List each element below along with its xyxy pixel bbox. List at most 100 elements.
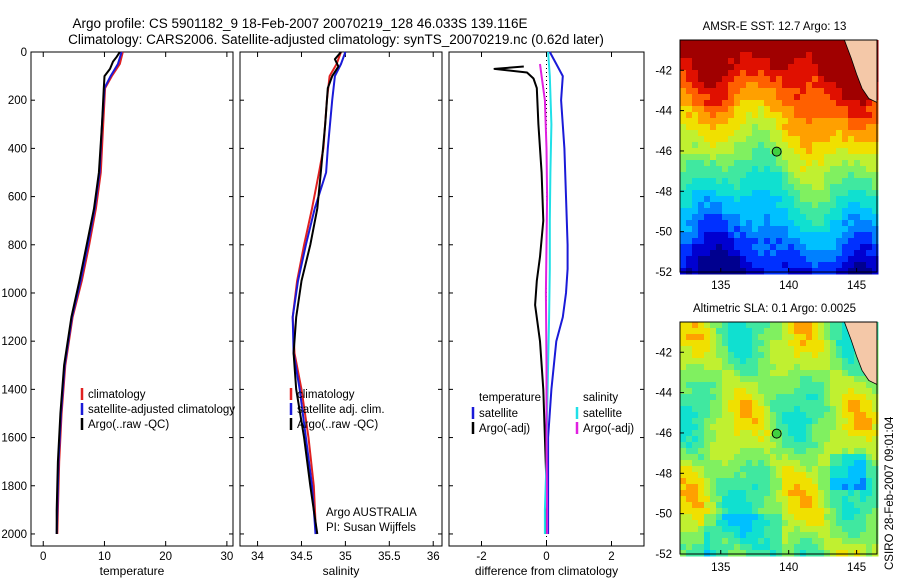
- map-cell: [686, 64, 693, 71]
- map-cell: [848, 532, 855, 539]
- map-cell: [848, 238, 855, 245]
- annotation-text: Argo AUSTRALIA: [326, 507, 417, 519]
- map-cell: [752, 196, 759, 203]
- map-cell: [722, 346, 729, 353]
- map-cell: [698, 58, 705, 65]
- map-cell: [746, 514, 753, 521]
- map-cell: [782, 376, 789, 383]
- y-tick-label: -42: [655, 65, 672, 77]
- map-cell: [830, 232, 837, 239]
- map-cell: [680, 520, 687, 527]
- map-cell: [770, 388, 777, 395]
- map-cell: [830, 352, 837, 359]
- map-cell: [758, 490, 765, 497]
- map-cell: [872, 388, 879, 395]
- map-cell: [692, 442, 699, 449]
- difference-xlabel: difference from climatology: [475, 564, 618, 578]
- map-cell: [752, 40, 759, 47]
- map-cell: [872, 406, 879, 413]
- map-cell: [782, 538, 789, 545]
- map-cell: [776, 166, 783, 173]
- map-cell: [716, 406, 723, 413]
- map-cell: [836, 70, 843, 77]
- map-cell: [770, 256, 777, 263]
- map-cell: [806, 172, 813, 179]
- map-cell: [764, 214, 771, 221]
- map-cell: [752, 424, 759, 431]
- map-cell: [692, 70, 699, 77]
- map-cell: [866, 400, 873, 407]
- map-cell: [764, 232, 771, 239]
- map-cell: [686, 544, 693, 551]
- map-cell: [848, 550, 855, 557]
- map-cell: [776, 136, 783, 143]
- x-tick-label: 0: [40, 551, 46, 563]
- map-cell: [848, 526, 855, 533]
- map-cell: [842, 394, 849, 401]
- map-cell: [836, 262, 843, 269]
- map-cell: [770, 262, 777, 269]
- map-cell: [800, 40, 807, 47]
- map-cell: [848, 340, 855, 347]
- map-cell: [860, 508, 867, 515]
- map-cell: [746, 184, 753, 191]
- map-cell: [800, 406, 807, 413]
- map-cell: [716, 268, 723, 275]
- map-cell: [836, 232, 843, 239]
- map-cell: [764, 358, 771, 365]
- map-cell: [758, 58, 765, 65]
- map-cell: [872, 436, 879, 443]
- map-cell: [788, 82, 795, 89]
- map-cell: [848, 460, 855, 467]
- map-cell: [740, 118, 747, 125]
- map-cell: [728, 214, 735, 221]
- map-cell: [776, 88, 783, 95]
- map-cell: [824, 364, 831, 371]
- map-cell: [854, 508, 861, 515]
- map-cell: [842, 430, 849, 437]
- map-cell: [818, 454, 825, 461]
- map-cell: [722, 166, 729, 173]
- map-cell: [686, 130, 693, 137]
- map-cell: [716, 340, 723, 347]
- map-cell: [794, 244, 801, 251]
- map-cell: [752, 454, 759, 461]
- map-cell: [722, 388, 729, 395]
- map-cell: [818, 214, 825, 221]
- map-cell: [818, 424, 825, 431]
- map-cell: [830, 514, 837, 521]
- map-cell: [704, 184, 711, 191]
- map-cell: [704, 124, 711, 131]
- map-cell: [788, 514, 795, 521]
- map-cell: [746, 238, 753, 245]
- map-cell: [776, 436, 783, 443]
- map-cell: [860, 538, 867, 545]
- y-tick-label: 1600: [1, 433, 27, 445]
- map-cell: [770, 448, 777, 455]
- map-cell: [740, 370, 747, 377]
- map-cell: [764, 124, 771, 131]
- map-cell: [716, 208, 723, 215]
- map-cell: [686, 538, 693, 545]
- map-cell: [692, 58, 699, 65]
- map-cell: [836, 418, 843, 425]
- map-cell: [836, 184, 843, 191]
- map-cell: [830, 64, 837, 71]
- map-cell: [758, 244, 765, 251]
- map-cell: [686, 142, 693, 149]
- map-cell: [824, 472, 831, 479]
- map-cell: [830, 208, 837, 215]
- map-cell: [758, 364, 765, 371]
- map-cell: [866, 214, 873, 221]
- map-cell: [728, 256, 735, 263]
- map-cell: [782, 76, 789, 83]
- map-cell: [848, 220, 855, 227]
- map-cell: [710, 226, 717, 233]
- map-cell: [782, 250, 789, 257]
- map-cell: [722, 40, 729, 47]
- map-cell: [680, 82, 687, 89]
- map-cell: [788, 142, 795, 149]
- map-cell: [704, 340, 711, 347]
- map-cell: [704, 64, 711, 71]
- map-cell: [872, 178, 879, 185]
